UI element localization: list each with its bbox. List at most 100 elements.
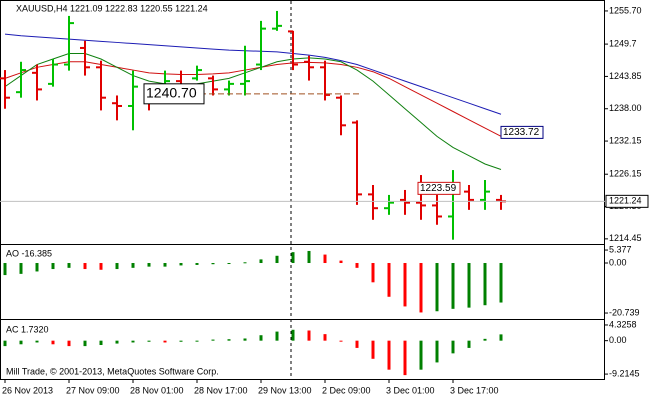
histogram-bar: [3, 263, 7, 276]
histogram-bar: [451, 340, 455, 354]
histogram-bar: [195, 340, 199, 342]
histogram-bar: [307, 250, 311, 264]
histogram-bar: [275, 255, 279, 264]
y-tick-label: 0.00: [609, 335, 627, 345]
x-tick-label: 3 Dec 01:00: [386, 385, 435, 395]
moving-average: [4, 33, 502, 115]
histogram-bar: [211, 263, 215, 265]
y-tick-label: 0.00: [609, 257, 627, 267]
y-tick-label: -9.2145: [609, 368, 640, 378]
annotation-label: 1233.72: [503, 127, 540, 138]
y-tick-label: 4.3258: [609, 319, 637, 329]
histogram-bar: [131, 263, 135, 268]
histogram-bar: [371, 263, 375, 283]
histogram-bar: [99, 263, 103, 270]
histogram-bar: [435, 263, 439, 312]
footer: Mill Trade, © 2001-2013, MetaQuotes Soft…: [6, 366, 219, 376]
histogram-bar: [3, 340, 7, 347]
histogram-bar: [323, 334, 327, 341]
histogram-bar: [371, 340, 375, 359]
histogram-bar: [115, 263, 119, 270]
y-tick-label: 1214.45: [609, 233, 642, 243]
moving-average: [4, 61, 502, 137]
plot-frame: [0, 0, 605, 380]
histogram-bar: [227, 339, 231, 341]
histogram-bar: [291, 329, 295, 341]
histogram-bar: [147, 340, 151, 342]
histogram-bar: [243, 262, 247, 264]
histogram-bar: [467, 263, 471, 308]
y-tick-label: 1243.85: [609, 71, 642, 81]
x-tick-label: 3 Dec 17:00: [450, 385, 499, 395]
histogram-bar: [179, 340, 183, 342]
histogram-bar: [19, 340, 23, 345]
histogram-bar: [259, 335, 263, 341]
histogram-bar: [259, 259, 263, 264]
x-tick-label: 26 Nov 2013: [2, 385, 53, 395]
histogram-bar: [67, 263, 71, 268]
histogram-bar: [99, 340, 103, 346]
histogram-bar: [179, 263, 183, 266]
histogram-bar: [291, 252, 295, 264]
histogram-bar: [307, 330, 311, 341]
x-tick-label: 29 Nov 13:00: [258, 385, 312, 395]
histogram-bar: [243, 338, 247, 341]
x-tick-label: 2 Dec 09:00: [322, 385, 371, 395]
y-tick-label: 1226.15: [609, 169, 642, 179]
y-tick-label: 1249.7: [609, 38, 637, 48]
y-tick-label: 1255.70: [609, 5, 642, 15]
histogram-bar: [51, 263, 55, 270]
ao-title: AO -16.385: [6, 248, 52, 258]
histogram-bar: [147, 263, 151, 267]
histogram-bar: [499, 334, 503, 341]
histogram-bar: [451, 263, 455, 309]
annotation-box: [143, 83, 205, 105]
x-tick-label: 28 Nov 01:00: [130, 385, 184, 395]
histogram-bar: [419, 340, 423, 370]
histogram-bar: [339, 340, 343, 342]
histogram-bar: [483, 338, 487, 341]
histogram-bar: [435, 340, 439, 363]
histogram-bar: [387, 340, 391, 370]
histogram-bar: [419, 263, 423, 313]
x-tick-label: 27 Nov 09:00: [66, 385, 120, 395]
y-tick-label: 1232.15: [609, 135, 642, 145]
last-price-label: 1221.24: [609, 196, 642, 206]
annotation-label: 1240.70: [146, 85, 197, 101]
histogram-bar: [387, 263, 391, 297]
histogram-bar: [67, 340, 71, 347]
ac-title: AC 1.7320: [6, 324, 49, 334]
histogram-bar: [323, 254, 327, 264]
annotation-label: 1223.59: [420, 183, 457, 194]
histogram-bar: [195, 263, 199, 265]
moving-average: [4, 52, 502, 170]
histogram-bar: [499, 263, 503, 303]
histogram-bar: [35, 263, 39, 272]
annotation-box: [500, 125, 544, 139]
histogram-bar: [131, 340, 135, 343]
histogram-bar: [227, 263, 231, 265]
histogram-bar: [467, 340, 471, 348]
histogram-bar: [355, 263, 359, 268]
y-tick-label: 1238.00: [609, 103, 642, 113]
histogram-bar: [355, 340, 359, 348]
last-price-box: [605, 194, 649, 208]
histogram-bar: [339, 260, 343, 264]
histogram-bar: [403, 340, 407, 376]
histogram-bar: [83, 263, 87, 270]
histogram-bar: [163, 340, 167, 343]
histogram-bar: [115, 340, 119, 344]
histogram-bar: [51, 340, 55, 345]
main-title: XAUUSD,H4 1221.09 1222.83 1220.55 1221.2…: [16, 3, 208, 13]
histogram-bar: [211, 339, 215, 341]
x-tick-label: 28 Nov 17:00: [194, 385, 248, 395]
y-tick-label: 5.377: [609, 244, 632, 254]
histogram-bar: [483, 263, 487, 306]
y-tick-label: -20.739: [609, 307, 640, 317]
annotation-box: [417, 181, 461, 195]
histogram-bar: [163, 263, 167, 267]
histogram-bar: [19, 263, 23, 274]
histogram-bar: [275, 331, 279, 341]
histogram-bar: [35, 340, 39, 343]
